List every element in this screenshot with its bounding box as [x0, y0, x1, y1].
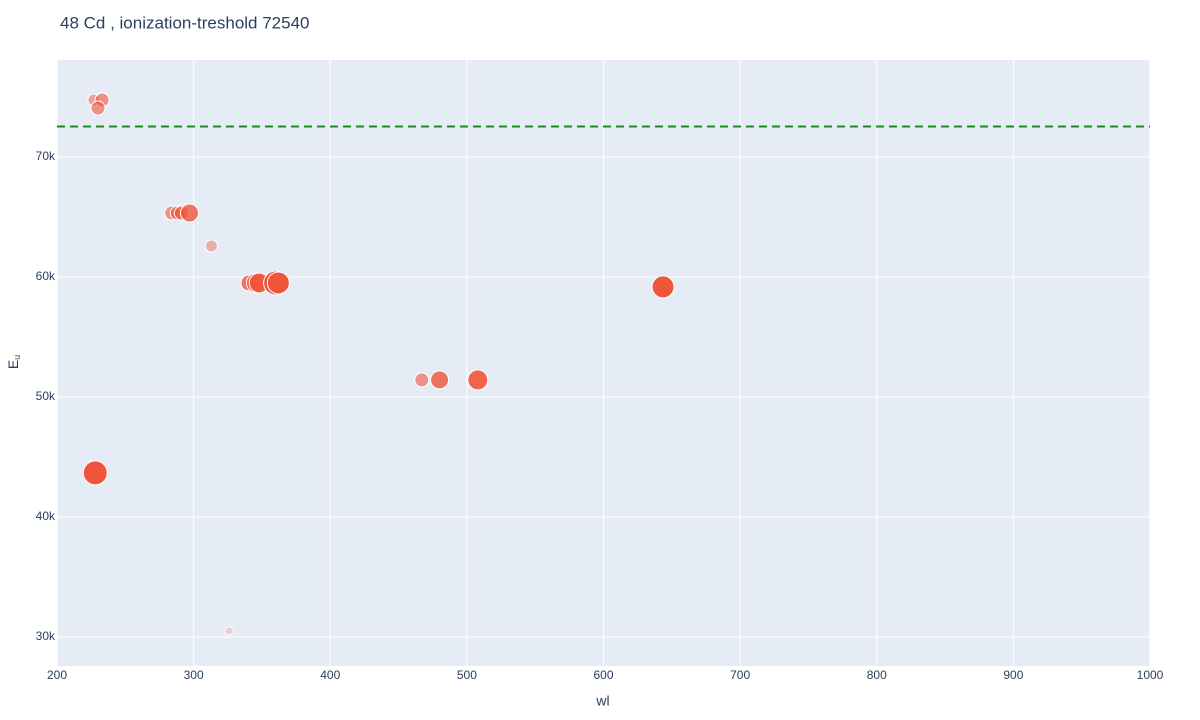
- x-tick-label: 900: [1003, 668, 1023, 682]
- data-point: [414, 372, 430, 388]
- x-tick-label: 1000: [1137, 668, 1164, 682]
- data-point: [467, 369, 489, 391]
- y-tick-label: 50k: [36, 389, 56, 403]
- data-point: [266, 271, 290, 295]
- x-tick-label: 200: [47, 668, 67, 682]
- chart-title: 48 Cd , ionization-treshold 72540: [60, 13, 310, 32]
- x-tick-label: 800: [867, 668, 887, 682]
- y-tick-label: 30k: [36, 629, 56, 643]
- x-tick-label: 500: [457, 668, 477, 682]
- data-point: [224, 626, 234, 636]
- data-point: [82, 460, 108, 486]
- data-point: [90, 100, 106, 116]
- y-axis-label-main: E: [5, 360, 21, 369]
- data-point: [651, 275, 675, 299]
- x-tick-label: 700: [730, 668, 750, 682]
- data-point: [204, 239, 218, 253]
- data-point: [430, 370, 450, 390]
- y-tick-label: 60k: [36, 269, 56, 283]
- y-tick-label: 70k: [36, 149, 56, 163]
- x-tick-label: 400: [320, 668, 340, 682]
- data-point: [180, 203, 200, 223]
- x-tick-label: 600: [593, 668, 613, 682]
- y-axis-label-sub: u: [12, 355, 22, 360]
- y-tick-label: 40k: [36, 509, 56, 523]
- y-axis-label: Eu: [5, 355, 23, 369]
- x-axis-label: wl: [595, 693, 609, 709]
- x-tick-label: 300: [184, 668, 204, 682]
